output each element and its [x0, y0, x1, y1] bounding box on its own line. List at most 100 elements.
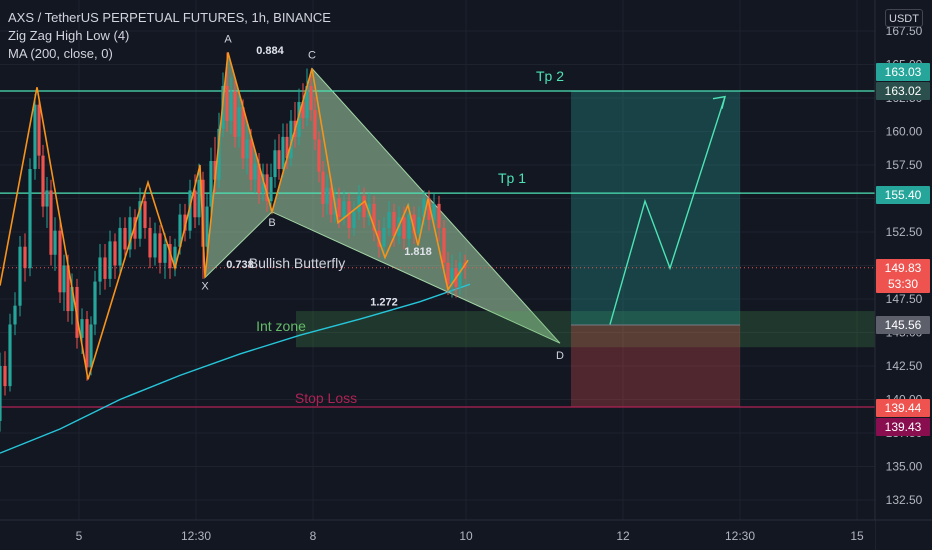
candle-body	[49, 190, 53, 255]
candle-body	[28, 169, 32, 269]
candle	[245, 123, 249, 175]
candle-body	[265, 174, 269, 202]
y-tick-label: 167.50	[886, 24, 923, 38]
candle-body	[209, 160, 213, 207]
candle-body	[41, 155, 45, 207]
candle	[168, 236, 172, 279]
y-tick-label: 152.50	[886, 225, 923, 239]
candle-body	[103, 257, 107, 279]
candle	[253, 150, 257, 194]
candle-body	[352, 211, 356, 228]
candle	[13, 292, 17, 336]
candle	[387, 201, 391, 237]
grid	[0, 0, 875, 520]
candle-body	[289, 120, 293, 159]
price-label	[876, 418, 930, 436]
candle	[108, 230, 112, 287]
zigzag-indicator-label[interactable]: Zig Zag High Low (4)	[8, 28, 130, 43]
candle-body	[153, 233, 157, 258]
price-label	[876, 399, 930, 417]
ma-line	[0, 283, 471, 454]
candle-body	[197, 179, 201, 218]
ma-indicator-label[interactable]: MA (200, close, 0)	[8, 46, 113, 61]
candle-body	[407, 214, 411, 239]
candle-body	[80, 319, 84, 338]
candle-body	[422, 198, 426, 218]
price-label-value: 149.83	[885, 261, 922, 275]
candle	[133, 209, 137, 250]
candle-body	[237, 107, 241, 137]
candle	[98, 244, 102, 295]
candle-body	[281, 136, 285, 170]
y-tick-label: 132.50	[886, 493, 923, 507]
candle-body	[458, 262, 462, 287]
candle-body	[417, 217, 421, 234]
price-label-bg	[876, 418, 930, 436]
candle	[342, 190, 346, 226]
candle-body	[168, 244, 172, 269]
candle	[197, 163, 201, 226]
x-tick-label: 8	[310, 529, 317, 543]
y-tick-label: 147.50	[886, 292, 923, 306]
candle	[261, 163, 265, 202]
candle	[143, 190, 147, 239]
candle	[392, 203, 396, 247]
candle	[309, 75, 313, 121]
x-tick-label: 12	[616, 529, 630, 543]
candle	[357, 185, 361, 220]
candle-body	[148, 227, 152, 258]
candle-body	[13, 305, 17, 325]
candle	[305, 68, 309, 127]
candle-body	[245, 139, 249, 159]
candle	[113, 233, 117, 279]
candle-body	[58, 230, 62, 293]
y-tick-label: 135.00	[886, 460, 923, 474]
price-label-value: 139.43	[885, 420, 922, 434]
candle-body	[437, 203, 441, 228]
candle	[372, 195, 376, 242]
candle-body	[387, 211, 391, 228]
candle-body	[301, 102, 305, 119]
x-tick-label: 15	[850, 529, 864, 543]
candle	[18, 236, 22, 317]
candle-body	[285, 136, 289, 159]
candle	[123, 217, 127, 261]
candle	[37, 96, 41, 170]
candle-body	[0, 366, 2, 421]
pattern-name-label: Bullish Butterfly	[249, 255, 345, 271]
candle	[362, 187, 366, 228]
candle-body	[269, 177, 273, 202]
candle	[209, 147, 213, 218]
pattern-ratio-3: 1.272	[370, 297, 398, 309]
currency-button[interactable]: USDT	[885, 9, 923, 27]
candle	[138, 187, 142, 247]
candle	[442, 219, 446, 274]
candle-body	[325, 187, 329, 204]
candle-body	[213, 160, 217, 180]
candle-body	[85, 319, 89, 368]
price-label-bg	[876, 82, 930, 100]
candle-body	[3, 366, 7, 387]
candle	[285, 123, 289, 170]
price-label	[876, 63, 930, 81]
candle	[205, 193, 209, 258]
candle-body	[446, 262, 450, 285]
candle-body	[98, 257, 102, 282]
candle-body	[402, 217, 406, 239]
candle	[148, 217, 152, 269]
candle	[0, 352, 2, 432]
candle	[163, 233, 167, 279]
candle	[41, 144, 45, 218]
price-label	[876, 186, 930, 204]
candle	[183, 203, 187, 242]
price-label-value: 163.02	[885, 84, 922, 98]
pattern-point-a: A	[224, 33, 232, 45]
candle	[241, 99, 245, 170]
candle-body	[128, 217, 132, 250]
candle-body	[261, 174, 265, 194]
candle-body	[178, 214, 182, 247]
candle-body	[450, 268, 454, 285]
price-label-value: 139.44	[885, 401, 922, 415]
